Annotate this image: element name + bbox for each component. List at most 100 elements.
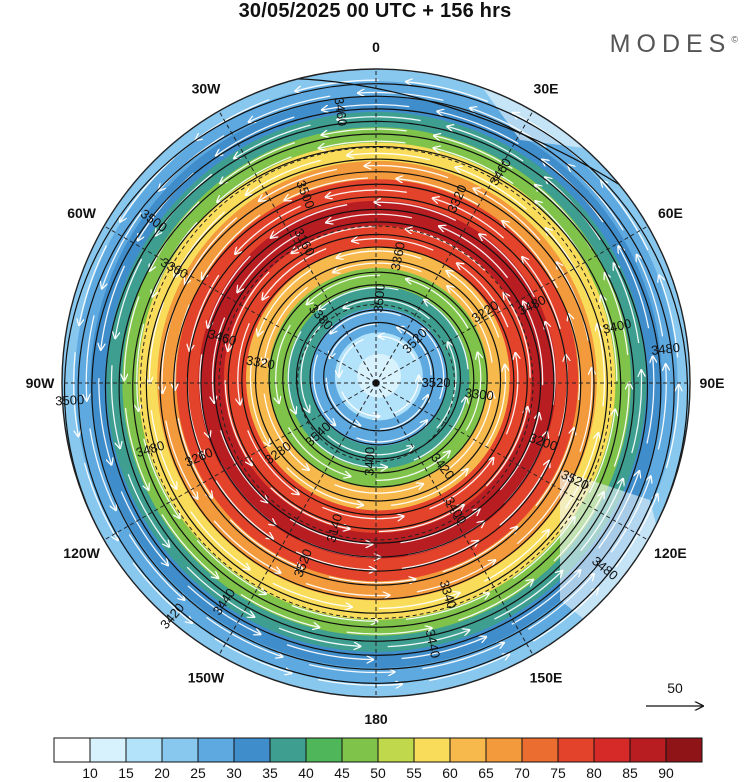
streamline	[328, 577, 415, 583]
contour-line	[213, 221, 542, 544]
colorbar-swatch	[377, 737, 415, 763]
colorbar-label: 80	[586, 765, 602, 781]
colorbar-label: 75	[550, 765, 566, 781]
streamline	[270, 487, 349, 529]
contour-label: 3400	[601, 316, 633, 337]
longitude-label: 30E	[534, 81, 559, 97]
colorbar-label: 15	[118, 765, 134, 781]
graticule	[62, 69, 690, 697]
streamline	[378, 505, 464, 533]
colorbar-swatch	[341, 737, 379, 763]
reference-vector: 50	[646, 680, 702, 706]
streamline	[379, 336, 417, 362]
contour-label: 3520	[422, 375, 451, 390]
colorbar-swatch	[89, 737, 127, 763]
streamline	[580, 479, 623, 552]
streamline	[213, 317, 226, 403]
streamline	[247, 430, 299, 494]
colorbar-swatch	[161, 737, 199, 763]
streamline	[528, 575, 593, 630]
streamline	[397, 179, 480, 206]
streamline	[401, 637, 486, 660]
streamline	[322, 128, 407, 135]
contour-line	[295, 296, 462, 460]
streamline	[185, 217, 238, 284]
streamline	[553, 493, 603, 562]
streamline	[235, 124, 311, 158]
streamline	[120, 491, 167, 565]
streamline	[387, 630, 469, 648]
streamline	[263, 393, 308, 470]
streamline	[435, 136, 513, 170]
streamline	[511, 571, 580, 625]
colorbar-label: 55	[406, 765, 422, 781]
streamline	[258, 269, 312, 335]
contour-label: 3440	[423, 628, 443, 659]
colorbar-swatch	[269, 737, 307, 763]
contour-line	[77, 95, 675, 684]
streamline	[219, 430, 268, 502]
streamline	[483, 530, 548, 582]
streamline	[407, 279, 469, 329]
meridian	[218, 382, 377, 656]
colorbar-label: 35	[262, 765, 278, 781]
streamline	[579, 369, 592, 452]
streamline	[305, 582, 389, 596]
streamline	[288, 427, 350, 477]
streamline	[98, 378, 111, 464]
streamline	[379, 396, 428, 430]
streamline	[429, 655, 509, 682]
streamline	[341, 391, 379, 417]
streamline	[319, 286, 399, 309]
streamline	[124, 296, 140, 380]
colorbar-swatch	[449, 737, 487, 763]
meridian	[218, 110, 377, 384]
latitude-circle	[140, 147, 612, 619]
contour-line	[186, 196, 568, 572]
streamline	[499, 414, 539, 491]
contour-line	[268, 271, 488, 488]
colorbar-swatch	[593, 737, 631, 763]
streamline	[597, 325, 606, 407]
colorbar-swatch	[197, 737, 235, 763]
streamline	[637, 255, 664, 337]
longitude-label: 180	[364, 711, 388, 727]
longitude-label: 60E	[658, 205, 683, 221]
streamline	[631, 371, 642, 454]
meridian	[103, 225, 377, 384]
streamline	[613, 383, 629, 467]
colorbar-label: 10	[82, 765, 98, 781]
streamline	[322, 104, 410, 110]
colorbar-swatch	[53, 737, 91, 763]
contour-line	[63, 83, 689, 697]
streamline	[334, 262, 422, 272]
streamline	[457, 264, 509, 328]
streamline	[238, 323, 250, 404]
brand-logo: MODES©	[610, 30, 738, 59]
colorbar-swatch	[521, 737, 559, 763]
streamline	[365, 166, 449, 179]
streamline	[83, 462, 118, 540]
colorbar-swatch	[485, 737, 523, 763]
streamline	[353, 239, 434, 251]
colorbar-swatch	[125, 737, 163, 763]
contour-line	[241, 246, 515, 516]
contour-line	[132, 145, 622, 628]
contour-label: 3460	[331, 96, 350, 127]
streamline	[615, 494, 657, 568]
streamline	[208, 255, 251, 327]
streamline	[378, 593, 460, 610]
colorbar: 10 15 20 25 30 35 40 45 50 55 60 65 70 75 80 85 90	[53, 737, 703, 781]
contour-line	[282, 284, 475, 474]
streamline	[442, 527, 517, 573]
streamline	[289, 518, 372, 544]
streamline	[598, 472, 640, 549]
streamline	[356, 421, 427, 443]
longitude-label: 0	[372, 39, 380, 55]
streamline	[339, 338, 364, 376]
streamline	[115, 258, 143, 338]
streamline	[456, 168, 527, 210]
streamline	[471, 108, 547, 148]
streamline	[400, 509, 480, 544]
